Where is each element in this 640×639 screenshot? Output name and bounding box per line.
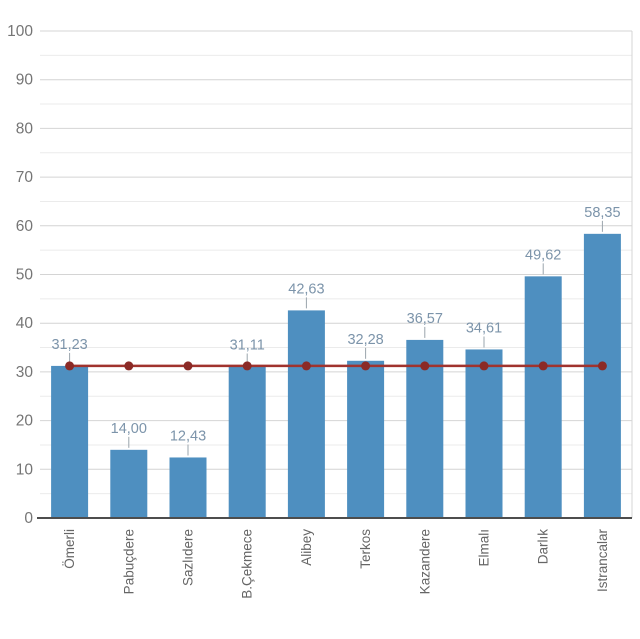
category-label: Sazlıdere	[181, 529, 196, 586]
category-label: Ömerli	[62, 529, 77, 569]
bar-value-label: 42,63	[288, 281, 324, 297]
bar-value-label: 12,43	[170, 428, 206, 444]
y-tick-label: 60	[16, 218, 34, 235]
category-label: Istrancalar	[595, 529, 610, 593]
y-tick-label: 70	[16, 169, 34, 186]
bar	[169, 457, 207, 518]
reference-marker	[361, 361, 371, 371]
bar-value-label: 36,57	[407, 311, 443, 327]
bar	[287, 310, 325, 518]
bar	[110, 449, 148, 518]
bar	[51, 365, 89, 518]
y-tick-label: 40	[16, 315, 34, 332]
category-label: Alibey	[299, 529, 314, 566]
y-tick-label: 0	[24, 510, 33, 527]
bar	[524, 276, 562, 518]
bar	[347, 360, 385, 518]
reference-marker	[420, 361, 430, 371]
bar	[228, 366, 266, 518]
y-tick-label: 20	[16, 413, 34, 430]
y-tick-label: 100	[7, 23, 33, 40]
bar-value-label: 31,23	[51, 337, 87, 353]
category-label: B.Çekmece	[240, 529, 255, 599]
reference-marker	[538, 361, 548, 371]
bar-value-label: 58,35	[584, 205, 620, 221]
bar	[583, 233, 621, 518]
reference-marker	[183, 361, 193, 371]
y-tick-label: 50	[16, 267, 34, 284]
bar-value-label: 14,00	[111, 421, 147, 437]
bar	[465, 349, 503, 518]
bar-value-label: 32,28	[347, 332, 383, 348]
bar-value-label: 49,62	[525, 247, 561, 263]
reference-marker	[65, 361, 75, 371]
y-tick-label: 10	[16, 461, 34, 478]
category-label: Darlık	[536, 529, 551, 565]
reference-marker	[597, 361, 607, 371]
reference-marker	[301, 361, 311, 371]
reference-marker	[479, 361, 489, 371]
y-tick-label: 30	[16, 364, 34, 381]
reference-marker	[124, 361, 134, 371]
category-label: Terkos	[358, 529, 373, 569]
bar-value-label: 34,61	[466, 320, 502, 336]
y-tick-label: 80	[16, 120, 34, 137]
y-tick-label: 90	[16, 72, 34, 89]
category-label: Pabuçdere	[121, 529, 136, 594]
bar-value-label: 31,11	[230, 337, 265, 353]
category-label: Elmalı	[477, 529, 492, 567]
category-label: Kazandere	[417, 529, 432, 594]
reference-marker	[242, 361, 252, 371]
